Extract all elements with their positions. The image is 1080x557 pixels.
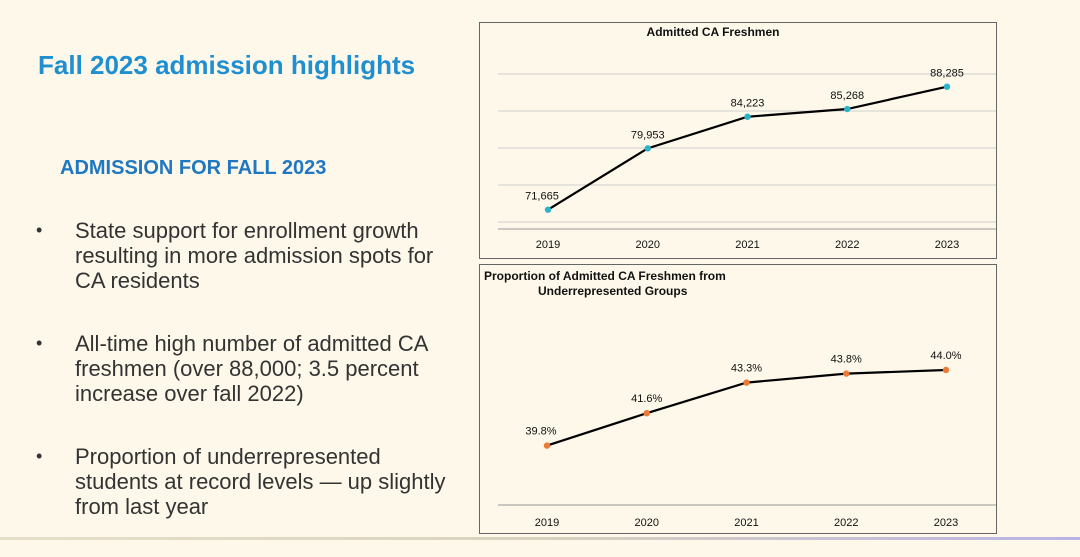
data-point <box>544 206 552 213</box>
bottom-accent-strip <box>0 537 1080 540</box>
bullet-list: • State support for enrollment growth re… <box>36 218 456 557</box>
x-tick-label: 2020 <box>635 517 659 529</box>
data-label: 84,223 <box>731 98 765 110</box>
section-heading: ADMISSION FOR FALL 2023 <box>60 157 327 179</box>
bullet-text: Proportion of underrepresented students … <box>75 444 446 519</box>
data-point <box>643 410 650 417</box>
admitted-freshmen-plot: Admitted CA Freshmen 71,665 2019 79,953 2020… <box>498 25 996 251</box>
data-label: 71,665 <box>525 191 559 203</box>
chart-title-line: Proportion of Admitted CA Freshmen from <box>484 269 726 283</box>
data-label: 39.8% <box>525 426 556 438</box>
bullet-item: • State support for enrollment growth re… <box>36 218 456 293</box>
underrepresented-proportion-plot: Proportion of Admitted CA Freshmen fromU… <box>484 269 996 529</box>
data-point <box>744 113 751 120</box>
data-label: 88,285 <box>930 68 964 80</box>
bullet-dot-icon: • <box>36 220 43 240</box>
admitted-freshmen-chart: Admitted CA Freshmen 71,665 2019 79,953 2020… <box>479 22 997 259</box>
data-label: 41.6% <box>631 393 662 405</box>
data-point <box>843 370 850 377</box>
data-label: 85,268 <box>830 90 864 102</box>
x-tick-label: 2019 <box>535 517 559 529</box>
x-tick-label: 2022 <box>834 517 858 529</box>
data-label: 44.0% <box>930 350 961 362</box>
bullet-dot-icon: • <box>36 446 43 466</box>
bullet-item: • Proportion of underrepresented student… <box>36 444 456 519</box>
bullet-item: • All-time high number of admitted CA fr… <box>36 331 456 406</box>
slide-title: Fall 2023 admission highlights <box>38 50 416 80</box>
data-point <box>743 379 750 386</box>
x-tick-label: 2022 <box>835 239 859 251</box>
x-tick-label: 2021 <box>735 239 759 251</box>
data-label: 79,953 <box>631 129 665 141</box>
bullet-dot-icon: • <box>36 333 43 353</box>
data-point <box>644 145 651 152</box>
x-tick-label: 2021 <box>734 517 758 529</box>
chart-title: Admitted CA Freshmen <box>647 25 780 39</box>
data-point <box>844 105 851 113</box>
data-label: 43.3% <box>731 363 762 375</box>
chart-title-line: Underrepresented Groups <box>538 284 688 298</box>
underrepresented-proportion-chart: Proportion of Admitted CA Freshmen from U… <box>479 264 997 534</box>
x-tick-label: 2019 <box>536 239 560 251</box>
data-point <box>943 83 951 90</box>
data-label: 43.8% <box>831 354 862 366</box>
x-tick-label: 2023 <box>934 517 958 529</box>
x-tick-label: 2020 <box>636 239 660 251</box>
bullet-text: State support for enrollment growth resu… <box>75 218 434 293</box>
bullet-text: All-time high number of admitted CA fres… <box>75 331 428 406</box>
data-point <box>543 442 551 449</box>
x-tick-label: 2023 <box>935 239 959 251</box>
data-point <box>942 366 950 374</box>
